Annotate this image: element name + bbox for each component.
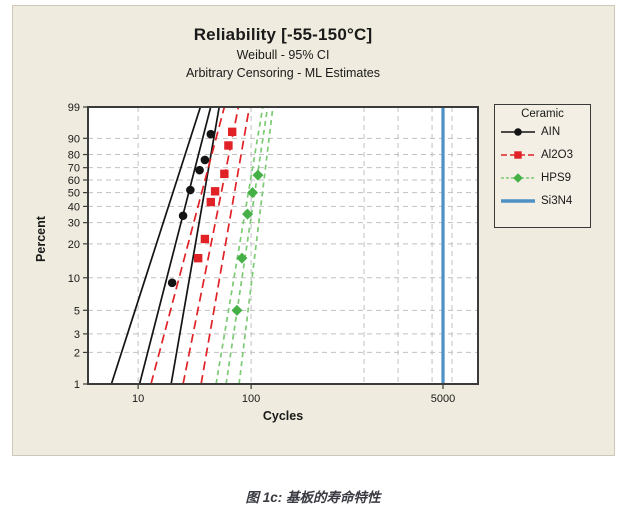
legend-item-label: Si3N4 (541, 194, 573, 207)
x-tick-label: 5000 (431, 393, 455, 405)
reliability-figure: Reliability [-55-150°C] Weibull - 95% CI… (12, 5, 615, 456)
legend-item-al2o3: Al2O3 (495, 143, 590, 166)
y-tick-label: 20 (68, 239, 80, 251)
series-hps9 (215, 106, 274, 385)
series-al2o3 (150, 106, 251, 385)
legend-swatch-si3n4 (501, 198, 535, 203)
legend-title: Ceramic (521, 108, 564, 120)
y-tick-label: 10 (68, 273, 80, 285)
legend-item-si3n4: Si3N4 (495, 189, 590, 212)
y-tick-label: 99 (68, 102, 80, 114)
legend-item-label: HPS9 (541, 171, 572, 184)
chart-title: Reliability [-55-150°C] (193, 25, 373, 44)
y-tick-label: 5 (74, 305, 80, 317)
legend-item-label: AIN (541, 125, 561, 138)
legend-item-label: Al2O3 (541, 148, 573, 161)
legend-item-hps9: HPS9 (495, 166, 590, 189)
y-tick-label: 70 (68, 163, 80, 175)
legend-entries: AIN Al2O3 HPS9 Si3N4 (495, 120, 590, 212)
y-tick-label: 3 (74, 329, 80, 341)
legend-box: Ceramic AIN Al2O3 HPS9 Si3N4 (494, 104, 591, 228)
chart-subtitle-distribution: Weibull - 95% CI (236, 48, 330, 62)
x-tick-label: 100 (242, 393, 260, 405)
series-ain (110, 106, 221, 385)
legend-swatch-al2o3 (501, 150, 535, 159)
legend-item-ain: AIN (495, 120, 590, 143)
y-tick-label: 80 (68, 150, 80, 162)
y-tick-label: 50 (68, 188, 80, 200)
y-tick-label: 40 (68, 201, 80, 213)
legend-swatch-ain (501, 127, 535, 136)
y-tick-label: 2 (74, 347, 80, 359)
plot-border (87, 106, 479, 385)
x-axis-label: Cycles (262, 409, 304, 423)
x-tick-label: 10 (132, 393, 144, 405)
chart-subtitle-method: Arbitrary Censoring - ML Estimates (185, 66, 381, 80)
figure-caption: 图 1c: 基板的寿命特性 (245, 490, 381, 505)
y-tick-label: 60 (68, 175, 80, 187)
y-tick-label: 90 (68, 133, 80, 145)
title-block: Reliability [-55-150°C] Weibull - 95% CI… (13, 25, 553, 80)
legend-swatch-hps9 (501, 172, 535, 183)
y-tick-label: 30 (68, 218, 80, 230)
y-tick-label: 1 (74, 379, 80, 391)
plot-area (88, 107, 478, 384)
